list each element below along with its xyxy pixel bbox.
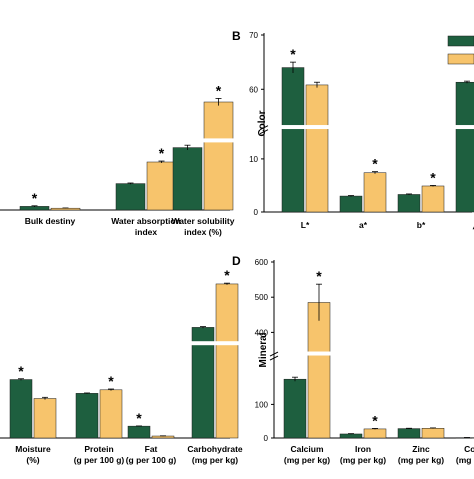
panel-label: B	[232, 29, 241, 43]
significance-star: *	[430, 169, 436, 185]
y-axis-label: Color	[257, 110, 268, 136]
y-tick-label: 10	[249, 155, 258, 164]
bar	[9, 379, 33, 439]
y-tick-label: 0	[254, 208, 259, 217]
legend-swatch-green	[447, 35, 474, 47]
category-label: Protein	[84, 444, 113, 454]
bar-break-gap	[191, 341, 215, 346]
significance-star: *	[372, 156, 378, 172]
y-tick-label: 100	[255, 400, 269, 409]
significance-star: *	[108, 373, 114, 389]
bar-break-gap	[455, 125, 474, 130]
category-label: Calcium	[290, 444, 324, 454]
significance-star: *	[136, 410, 142, 426]
bar	[339, 433, 363, 439]
bar	[421, 185, 445, 213]
bar	[283, 378, 307, 439]
panel-2	[259, 33, 474, 213]
bar-break-gap	[307, 351, 331, 356]
category-label: Water absorption	[111, 216, 181, 226]
y-tick-label: 60	[249, 85, 258, 94]
axis-break-mark	[259, 129, 269, 135]
y-tick-label: 400	[255, 328, 269, 337]
significance-star: *	[159, 145, 165, 161]
category-label: Water solubility	[172, 216, 235, 226]
bar	[151, 435, 175, 439]
bar	[172, 147, 203, 211]
significance-star: *	[224, 267, 230, 283]
bar	[339, 195, 363, 213]
bar	[397, 194, 421, 213]
category-label: a*	[359, 220, 368, 230]
bar-break-gap	[305, 125, 329, 130]
y-tick-label: 0	[264, 434, 269, 443]
bar	[363, 428, 387, 439]
category-label: index (%)	[184, 227, 222, 237]
bar	[127, 425, 151, 439]
bar	[50, 207, 81, 211]
panel-4	[269, 260, 474, 439]
significance-star: *	[18, 363, 24, 379]
bar	[307, 302, 331, 439]
significance-star: *	[290, 46, 296, 62]
category-label: (mg per kg)	[192, 455, 238, 465]
category-label: (g per 100 g)	[74, 455, 125, 465]
bar	[455, 81, 474, 213]
category-label: (mg per kg)	[456, 455, 474, 465]
bar	[363, 172, 387, 213]
bar	[75, 393, 99, 439]
bar	[115, 183, 146, 211]
bar	[99, 389, 123, 439]
panel-3	[0, 282, 239, 439]
category-label: Bulk destiny	[25, 216, 76, 226]
bar-break-gap	[281, 125, 305, 130]
panel-label: D	[232, 254, 241, 268]
category-label: Copper	[464, 444, 474, 454]
category-label: (mg per kg)	[340, 455, 386, 465]
bar-break-gap	[203, 138, 234, 143]
category-label: Zinc	[412, 444, 430, 454]
category-label: (mg per kg)	[398, 455, 444, 465]
category-label: Moisture	[15, 444, 51, 454]
category-label: (g per 100 g)	[126, 455, 177, 465]
category-label: (%)	[26, 455, 39, 465]
bar	[215, 283, 239, 439]
bar-break-gap	[215, 341, 239, 346]
axis-break-mark	[259, 125, 269, 131]
bar	[281, 67, 305, 213]
y-tick-label: 600	[255, 258, 269, 267]
significance-star: *	[372, 412, 378, 428]
bar	[397, 428, 421, 439]
axis-break-mark	[269, 351, 279, 357]
category-label: L*	[301, 220, 310, 230]
bar	[203, 101, 234, 211]
bar	[305, 84, 329, 213]
y-axis-label: Mineral	[258, 332, 269, 367]
category-label: index	[135, 227, 157, 237]
significance-star: *	[316, 268, 322, 284]
y-tick-label: 500	[255, 293, 269, 302]
bar	[33, 398, 57, 439]
category-label: b*	[417, 220, 426, 230]
category-label: Iron	[355, 444, 371, 454]
significance-star: *	[32, 190, 38, 206]
significance-star: *	[216, 82, 222, 98]
category-label: Carbohydrate	[187, 444, 243, 454]
bar	[421, 428, 445, 439]
category-label: Fat	[145, 444, 158, 454]
category-label: (mg per kg)	[284, 455, 330, 465]
category-label: △E	[472, 220, 474, 230]
y-tick-label: 70	[249, 31, 258, 40]
axis-break-mark	[269, 355, 279, 361]
legend-swatch-orange	[447, 53, 474, 65]
panel-1	[0, 98, 234, 211]
bar	[146, 161, 177, 211]
